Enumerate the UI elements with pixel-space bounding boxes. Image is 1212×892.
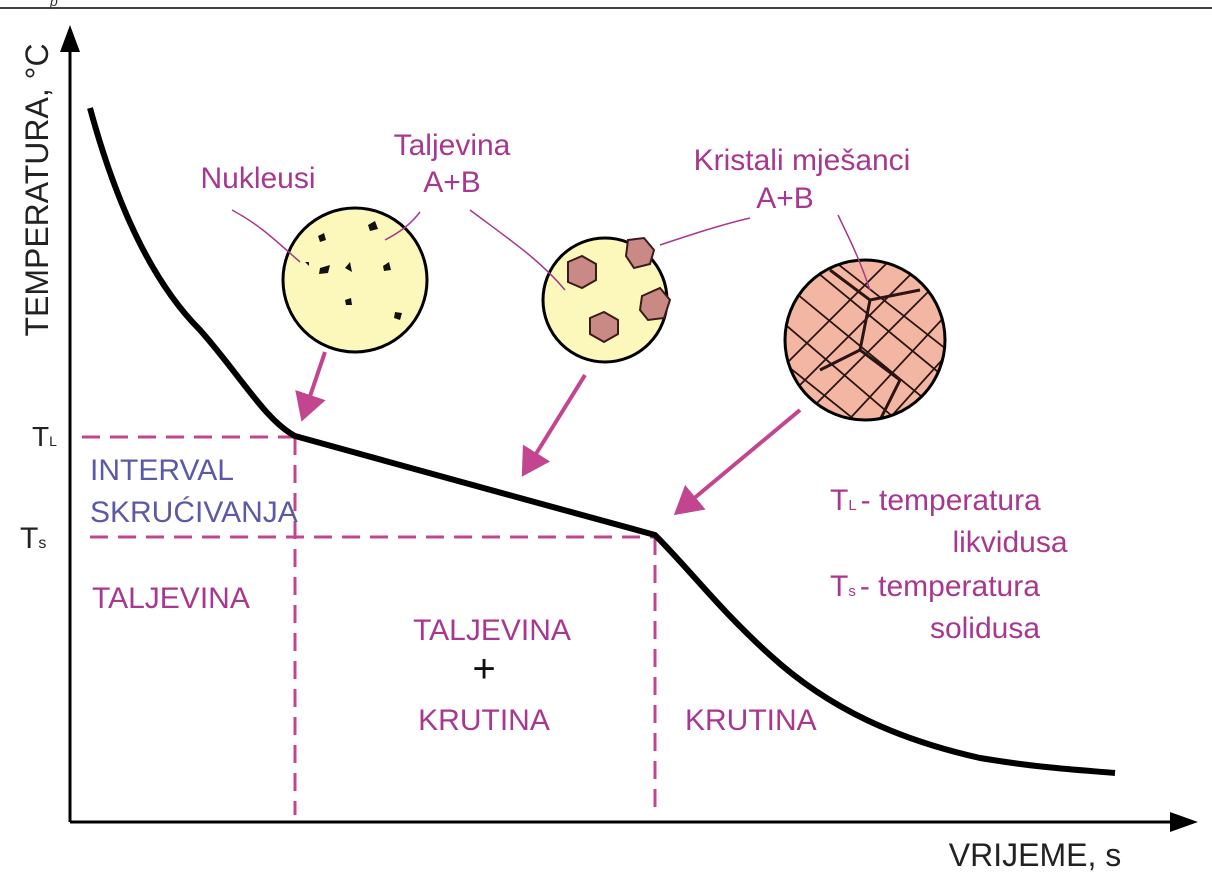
cooling-curve <box>87 107 1116 776</box>
crystals-label-1: Kristali mješanci <box>694 144 911 177</box>
crystals-leaders <box>659 214 871 291</box>
region-solid: KRUTINA <box>685 704 817 737</box>
melt-label-1: Taljevina <box>394 129 511 162</box>
interval-2: SKRUĆIVANJA <box>90 496 298 529</box>
legend-ts: Ts - temperatura <box>830 570 1040 603</box>
crystals-circle <box>783 258 947 422</box>
axes <box>60 25 1198 832</box>
region-mixed-1: TALJEVINA <box>413 614 571 647</box>
region-mixed-2: KRUTINA <box>418 704 550 737</box>
region-mixed-plus: + <box>472 647 495 691</box>
arrows <box>295 351 802 516</box>
nucleus-label: Nukleusi <box>200 162 315 195</box>
region-melt: TALJEVINA <box>92 582 250 615</box>
interval-1: INTERVAL <box>90 454 234 487</box>
header-fragment: p <box>49 0 58 9</box>
level-tl: TL <box>32 421 57 452</box>
legend-tl-2: likvidusa <box>952 526 1067 559</box>
level-ts: Ts <box>20 522 46 555</box>
melt-label-2: A+B <box>423 166 481 199</box>
legend-ts-2: solidusa <box>930 612 1040 645</box>
legend-tl: TL - temperatura <box>830 484 1041 517</box>
y-axis-label: TEMPERATURA, °C <box>19 43 55 336</box>
crystals-label-2: A+B <box>756 182 814 215</box>
melt-leader <box>469 209 566 291</box>
nuclei-circle <box>281 206 429 354</box>
melt-circle <box>541 236 672 364</box>
nucleus-leaders <box>231 209 421 263</box>
guide-lines <box>82 435 657 815</box>
x-axis-label: VRIJEME, s <box>949 837 1121 873</box>
